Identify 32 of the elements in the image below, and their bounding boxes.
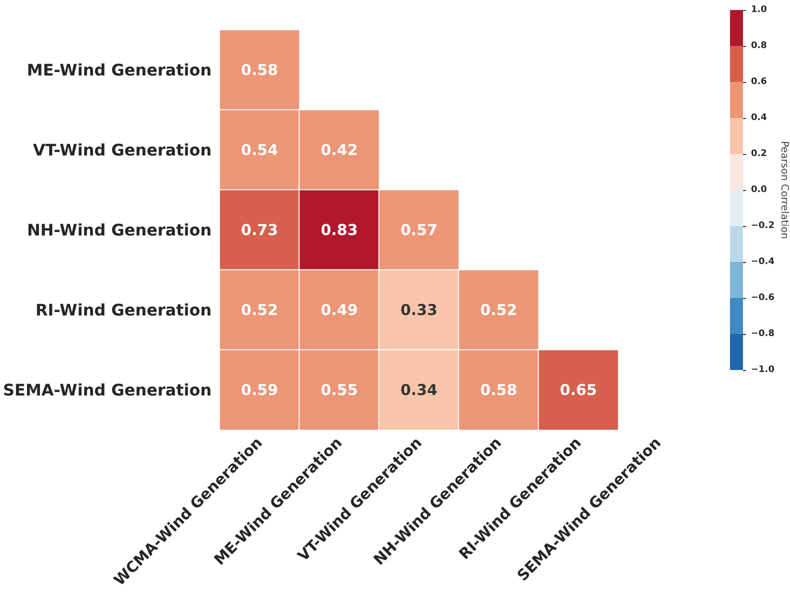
y-tick-label: NH-Wind Generation <box>26 220 212 240</box>
color-bar-title: Pearson Correlation <box>778 140 790 240</box>
color-bar-label: 1.0 <box>751 5 767 15</box>
data-label: 0.52 <box>241 301 278 319</box>
color-bar-label: −0.8 <box>751 329 774 339</box>
color-bar-label: −0.6 <box>751 293 774 303</box>
color-bar-label: 0.2 <box>751 149 767 159</box>
y-tick-label: ME-Wind Generation <box>26 60 212 80</box>
color-bar-label: −0.2 <box>751 221 774 231</box>
color-bar-label: −0.4 <box>751 257 774 267</box>
data-label: 0.49 <box>320 301 358 319</box>
data-label: 0.58 <box>241 61 278 79</box>
data-label: 0.65 <box>560 381 597 399</box>
data-label: 0.55 <box>320 381 358 399</box>
data-label: 0.33 <box>400 301 438 319</box>
data-label: 0.54 <box>241 141 278 159</box>
color-bar-label: 0.4 <box>751 113 767 123</box>
y-tick-label: RI-Wind Generation <box>35 300 212 320</box>
data-label: 0.58 <box>480 381 518 399</box>
data-label: 0.73 <box>241 221 278 239</box>
data-label: 0.57 <box>400 221 438 239</box>
color-bar-label: 0.6 <box>751 77 767 87</box>
data-label: 0.34 <box>400 381 438 399</box>
data-label: 0.42 <box>320 141 358 159</box>
data-label: 0.83 <box>320 221 358 239</box>
y-tick-label: SEMA-Wind Generation <box>3 380 212 400</box>
color-bar-label: −1.0 <box>751 365 774 375</box>
color-bar-label: 0.8 <box>751 41 767 51</box>
color-bar-label: 0.0 <box>751 185 767 195</box>
data-label: 0.59 <box>241 381 278 399</box>
y-tick-label: VT-Wind Generation <box>32 140 212 160</box>
data-label: 0.52 <box>480 301 518 319</box>
